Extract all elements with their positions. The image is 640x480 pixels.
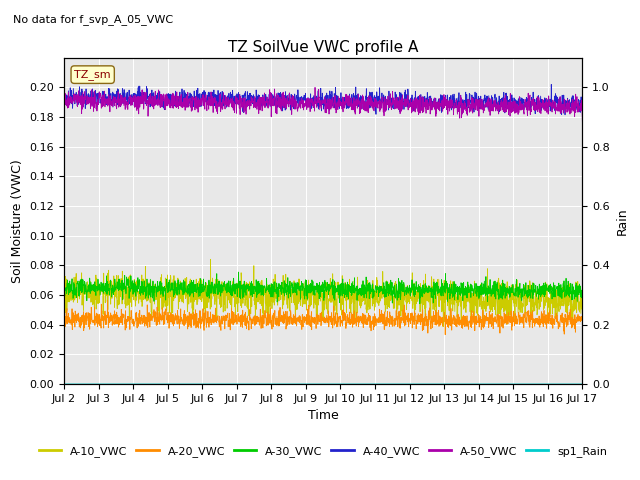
Title: TZ SoilVue VWC profile A: TZ SoilVue VWC profile A (228, 40, 419, 55)
Legend: A-10_VWC, A-20_VWC, A-30_VWC, A-40_VWC, A-50_VWC, sp1_Rain: A-10_VWC, A-20_VWC, A-30_VWC, A-40_VWC, … (35, 442, 612, 462)
X-axis label: Time: Time (308, 409, 339, 422)
Text: TZ_sm: TZ_sm (74, 69, 111, 80)
Text: No data for f_svp_A_05_VWC: No data for f_svp_A_05_VWC (13, 14, 173, 25)
Y-axis label: Rain: Rain (616, 207, 628, 235)
Y-axis label: Soil Moisture (VWC): Soil Moisture (VWC) (11, 159, 24, 283)
